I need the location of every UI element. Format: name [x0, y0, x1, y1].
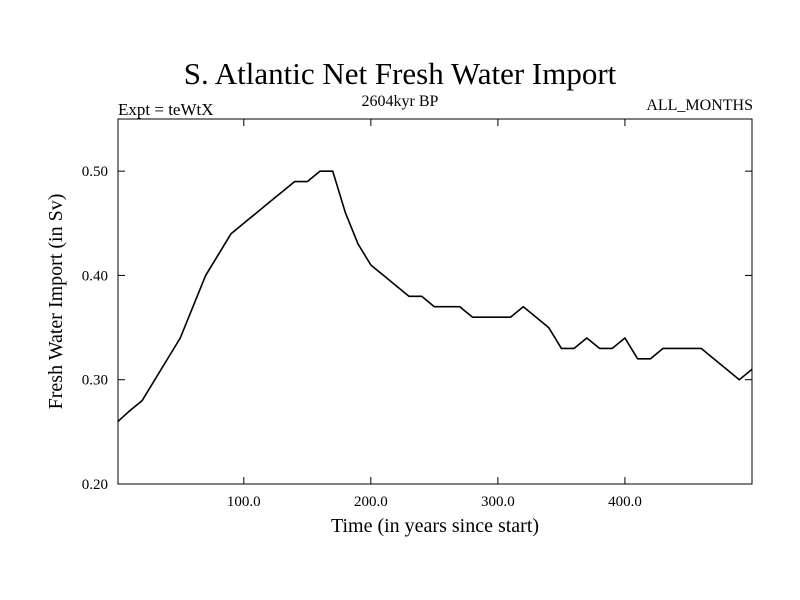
series-line	[117, 170, 753, 423]
x-tick-label: 400.0	[608, 494, 642, 510]
season-label: ALL_MONTHS	[646, 97, 753, 114]
y-tick-label: 0.30	[82, 373, 108, 389]
x-axis-title: Time (in years since start)	[331, 515, 539, 537]
x-tick-label: 200.0	[354, 494, 388, 510]
y-tick-label: 0.40	[82, 268, 108, 284]
x-tick-label: 100.0	[227, 494, 261, 510]
chart-title: S. Atlantic Net Fresh Water Import	[183, 56, 617, 91]
period-label: 2604kyr BP	[361, 93, 439, 110]
y-axis-title: Fresh Water Import (in Sv)	[45, 194, 67, 410]
y-tick-label: 0.20	[82, 477, 108, 493]
experiment-label: Expt = teWtX	[118, 100, 214, 119]
y-tick-label: 0.50	[82, 164, 108, 180]
plot-frame	[117, 118, 753, 485]
x-tick-label: 300.0	[481, 494, 515, 510]
